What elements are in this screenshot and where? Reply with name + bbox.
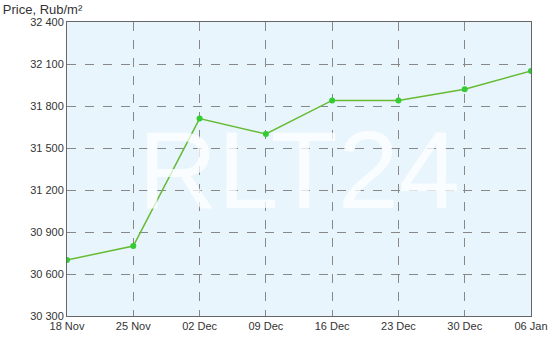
svg-text:31 200: 31 200 bbox=[30, 184, 64, 196]
svg-text:23 Dec: 23 Dec bbox=[381, 320, 416, 332]
svg-text:31 800: 31 800 bbox=[30, 100, 64, 112]
svg-text:02 Dec: 02 Dec bbox=[182, 320, 217, 332]
svg-text:30 Dec: 30 Dec bbox=[447, 320, 482, 332]
svg-text:30 900: 30 900 bbox=[30, 226, 64, 238]
svg-text:31 500: 31 500 bbox=[30, 142, 64, 154]
svg-text:09 Dec: 09 Dec bbox=[248, 320, 283, 332]
svg-text:18 Nov: 18 Nov bbox=[50, 320, 85, 332]
svg-text:32 400: 32 400 bbox=[30, 16, 64, 28]
svg-text:25 Nov: 25 Nov bbox=[116, 320, 151, 332]
svg-text:RLT24: RLT24 bbox=[138, 108, 460, 231]
svg-text:30 300: 30 300 bbox=[30, 310, 64, 322]
svg-text:16 Dec: 16 Dec bbox=[315, 320, 350, 332]
svg-text:32 100: 32 100 bbox=[30, 58, 64, 70]
svg-text:30 600: 30 600 bbox=[30, 268, 64, 280]
svg-text:06 Jan: 06 Jan bbox=[514, 320, 547, 332]
svg-text:Price, Rub/m²: Price, Rub/m² bbox=[3, 2, 83, 17]
